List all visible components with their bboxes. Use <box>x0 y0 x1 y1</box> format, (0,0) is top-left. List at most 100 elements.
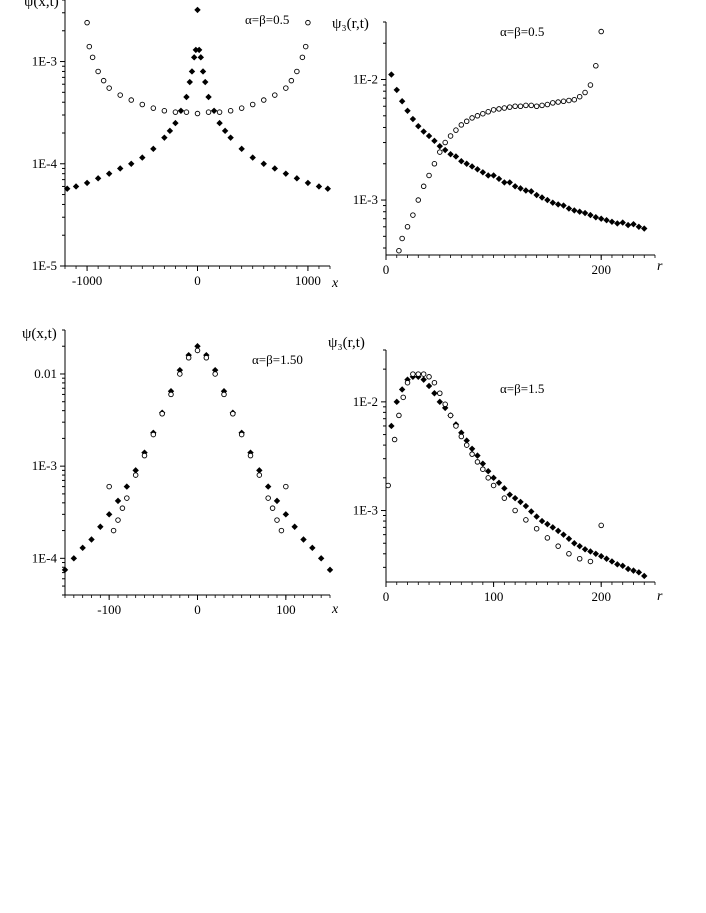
data-point-diamond <box>479 460 487 467</box>
data-point-diamond <box>172 119 179 127</box>
data-point-circle <box>496 106 502 112</box>
data-point-circle <box>396 412 402 419</box>
data-point-diamond <box>393 86 400 94</box>
data-point-diamond <box>195 46 203 54</box>
data-point-circle <box>501 495 508 501</box>
data-point-diamond <box>581 209 589 217</box>
data-point-diamond <box>641 572 648 580</box>
y-tick-label: 1E-2 <box>353 72 378 87</box>
data-point-diamond <box>141 449 148 456</box>
data-point-circle <box>576 93 583 100</box>
data-point-circle <box>490 482 497 489</box>
data-point-diamond <box>490 474 497 482</box>
data-point-circle <box>458 122 465 128</box>
data-point-circle <box>391 436 398 443</box>
data-point-circle <box>172 109 179 115</box>
data-point-diamond <box>603 555 610 562</box>
data-point-circle <box>415 197 422 203</box>
data-point-circle <box>221 391 227 398</box>
data-point-circle <box>269 505 276 511</box>
data-point-diamond <box>458 158 465 165</box>
data-point-circle <box>437 149 443 155</box>
data-point-diamond <box>216 119 223 127</box>
data-point-circle <box>426 172 432 179</box>
data-point-circle <box>305 19 311 26</box>
data-point-diamond <box>404 107 411 115</box>
data-point-circle <box>150 105 157 111</box>
data-point-circle <box>150 431 157 438</box>
data-point-circle <box>512 507 518 514</box>
data-point-circle <box>566 97 572 104</box>
data-point-diamond <box>463 160 470 167</box>
data-point-circle <box>128 97 134 103</box>
x-tick-label: 0 <box>383 262 390 277</box>
data-point-diamond <box>64 185 71 192</box>
data-point-circle <box>238 431 245 438</box>
data-point-circle <box>550 100 556 106</box>
data-point-circle <box>555 543 561 549</box>
data-point-diamond <box>282 511 290 518</box>
data-point-circle <box>256 472 263 478</box>
data-point-diamond <box>114 497 122 505</box>
y-tick-label: 1E-4 <box>32 550 58 565</box>
data-point-diamond <box>624 221 632 229</box>
data-point-diamond <box>587 548 594 555</box>
data-point-diamond <box>210 107 218 114</box>
data-point-diamond <box>431 390 438 397</box>
chart-panel-2: 1E-3 1E-2 0 200 ψ₃(r,t) r α=β=0.5 <box>332 16 663 277</box>
data-point-diamond <box>544 196 551 204</box>
data-point-diamond <box>415 122 422 130</box>
x-tick-label: 100 <box>276 602 296 617</box>
data-point-circle <box>106 483 112 490</box>
data-point-diamond <box>293 175 301 182</box>
data-point-circle <box>528 102 535 109</box>
data-point-circle <box>212 371 218 377</box>
x-tick-label: 1000 <box>295 273 321 288</box>
data-point-circle <box>249 101 256 108</box>
data-point-diamond <box>463 437 470 444</box>
y-tick-label: 1E-3 <box>32 54 57 69</box>
y-axis-label: ψ₃(r,t) <box>328 335 365 351</box>
data-point-circle <box>205 109 212 115</box>
parameter-annotation: α=β=0.5 <box>245 12 289 27</box>
data-point-circle <box>132 472 139 478</box>
data-point-circle <box>261 97 267 103</box>
data-point-diamond <box>431 137 438 145</box>
data-point-circle <box>227 108 234 114</box>
x-tick-label: 200 <box>591 589 611 604</box>
data-point-diamond <box>183 93 190 101</box>
chart-panel-1: 1E-5 1E-4 1E-3 -1000 0 1000 ψ(x,t) x α=β=0.5 <box>24 0 339 291</box>
data-point-diamond <box>72 183 80 190</box>
series-open-circle <box>396 28 604 254</box>
chart-panel-3: 1E-4 1E-3 0.01 -100 0 100 ψ(x,t) x α=β=1.50 <box>22 326 339 617</box>
data-point-diamond <box>315 183 323 190</box>
data-point-diamond <box>199 68 207 75</box>
y-axis-label: ψ₃(r,t) <box>332 16 369 32</box>
data-point-circle <box>490 107 497 113</box>
data-point-circle <box>265 495 271 501</box>
data-point-circle <box>453 127 459 133</box>
data-point-diamond <box>264 483 272 490</box>
y-axis-label: ψ(x,t) <box>22 326 57 342</box>
data-point-diamond <box>227 134 234 141</box>
data-point-circle <box>480 110 486 117</box>
data-point-circle <box>230 411 236 417</box>
data-point-diamond <box>425 132 433 140</box>
data-point-circle <box>463 118 470 125</box>
parameter-annotation: α=β=1.50 <box>252 352 303 367</box>
data-point-diamond <box>317 555 325 562</box>
data-point-diamond <box>619 562 626 570</box>
data-point-diamond <box>150 145 157 153</box>
data-point-diamond <box>139 154 146 161</box>
data-point-circle <box>404 224 411 230</box>
data-point-circle <box>302 43 309 50</box>
data-point-diamond <box>436 142 443 150</box>
data-point-diamond <box>304 179 312 187</box>
data-point-circle <box>404 379 411 386</box>
data-point-diamond <box>309 544 316 552</box>
data-point-circle <box>283 85 289 91</box>
data-point-circle <box>485 475 491 481</box>
data-point-circle <box>517 103 524 110</box>
data-point-diamond <box>192 46 200 54</box>
data-point-circle <box>124 495 130 501</box>
